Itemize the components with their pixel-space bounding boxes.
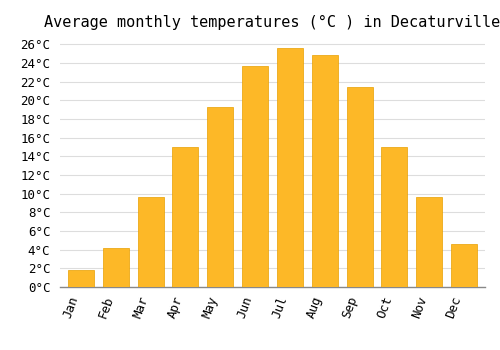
Bar <box>172 147 199 287</box>
Bar <box>102 248 129 287</box>
Bar <box>242 66 268 287</box>
Bar <box>382 147 407 287</box>
Bar <box>207 107 234 287</box>
Bar <box>277 48 303 287</box>
Bar <box>138 197 164 287</box>
Bar <box>312 55 338 287</box>
Bar <box>68 270 94 287</box>
Title: Average monthly temperatures (°C ) in Decaturville: Average monthly temperatures (°C ) in De… <box>44 15 500 30</box>
Bar <box>346 87 372 287</box>
Bar <box>416 197 442 287</box>
Bar <box>451 244 477 287</box>
